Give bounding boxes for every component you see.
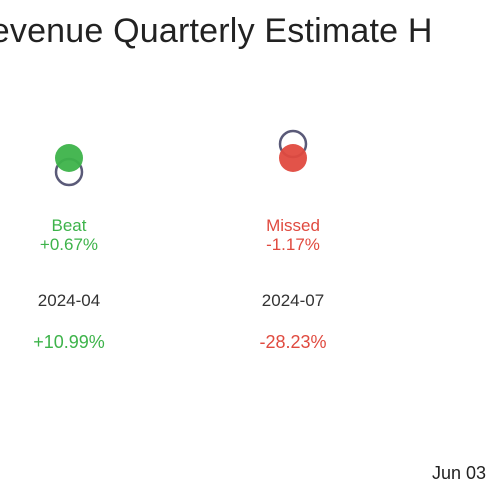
result-label: Missed -1.17%: [223, 216, 363, 254]
actual-marker: [279, 144, 307, 172]
chart-title: Revenue Quarterly Estimate H: [0, 12, 433, 50]
surprise-marker: [54, 143, 84, 187]
result-status: M: [447, 216, 500, 235]
result-surprise: +0.67%: [39, 235, 99, 254]
result-status: Missed: [266, 216, 320, 235]
price-change-label: -28.23%: [259, 332, 327, 352]
period-label: 2024-07: [261, 291, 325, 310]
date-label: Jun 03: [432, 463, 487, 483]
result-surprise: -1.17%: [266, 235, 320, 254]
marker-svg: [278, 129, 308, 172]
actual-marker: [55, 144, 83, 172]
result-surprise: -2: [447, 235, 500, 254]
result-label: Beat +0.67%: [0, 216, 139, 254]
result-status: Beat: [51, 216, 87, 235]
surprise-marker: [278, 129, 308, 173]
price-change-label: -4: [447, 332, 500, 353]
period-label: 20: [447, 291, 500, 311]
price-change-label: +10.99%: [33, 332, 105, 352]
period-label: 2024-04: [37, 291, 101, 310]
result-label: M-2: [447, 216, 500, 254]
marker-svg: [54, 144, 84, 187]
